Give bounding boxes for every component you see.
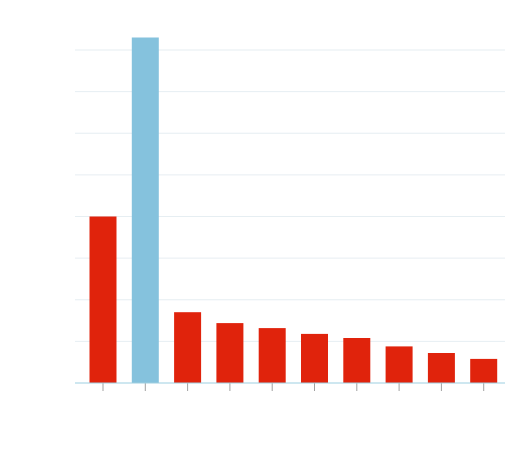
bar-6 <box>301 333 328 383</box>
bar-5 <box>258 328 286 383</box>
bar-2 <box>131 37 159 383</box>
x-axis <box>75 382 505 391</box>
bar-layer <box>89 37 498 383</box>
bar-10 <box>470 358 498 383</box>
bar-8 <box>385 346 413 383</box>
bar-1 <box>89 216 117 383</box>
bar-9 <box>427 353 455 383</box>
bar-3 <box>174 312 202 383</box>
bar-4 <box>216 323 244 383</box>
bar-7 <box>343 338 371 383</box>
